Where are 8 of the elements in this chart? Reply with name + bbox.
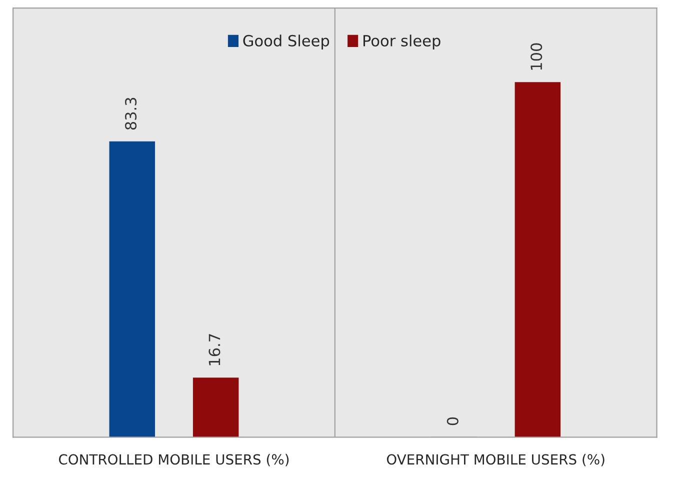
x-tick-label: CONTROLLED MOBILE USERS (%) bbox=[58, 454, 289, 466]
legend-label: Poor sleep bbox=[363, 34, 440, 50]
data-label: 83.3 bbox=[125, 98, 137, 130]
data-label: 100 bbox=[530, 43, 542, 70]
data-label: 0 bbox=[446, 417, 458, 426]
x-tick-label: OVERNIGHT MOBILE USERS (%) bbox=[386, 454, 604, 466]
legend-label: Good Sleep bbox=[243, 34, 330, 50]
data-label: 16.7 bbox=[208, 334, 220, 366]
